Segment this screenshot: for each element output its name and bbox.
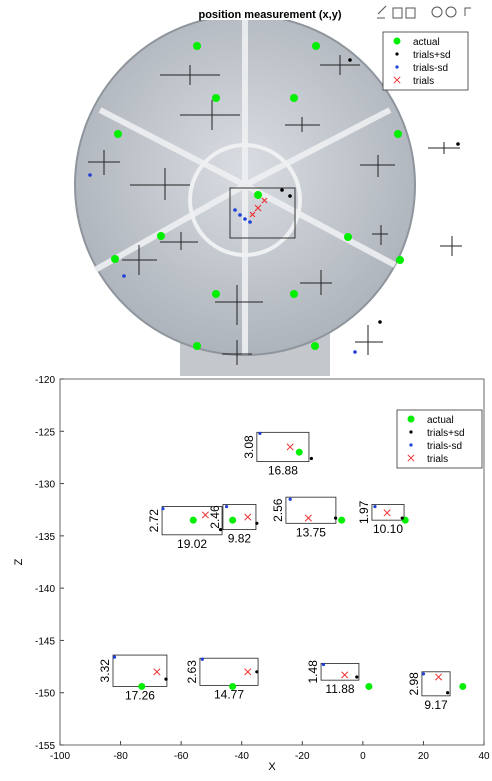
- x-axis-label: X: [268, 761, 276, 773]
- point: [334, 516, 337, 519]
- legend-marker: [409, 430, 412, 433]
- y-tick-label: -120: [35, 375, 55, 386]
- point: [138, 683, 145, 690]
- legend-label: trials: [427, 454, 448, 465]
- width-label: 9.82: [228, 532, 252, 546]
- point: [219, 528, 222, 531]
- y-axis-label: Z: [13, 558, 25, 565]
- point: [459, 683, 466, 690]
- point: [446, 691, 449, 694]
- width-label: 14.77: [214, 687, 244, 701]
- width-label: 17.26: [125, 688, 155, 702]
- point: [322, 663, 325, 666]
- point: [225, 505, 228, 508]
- y-tick-label: -135: [35, 532, 55, 543]
- width-label: 9.17: [424, 698, 448, 712]
- height-label: 1.97: [357, 500, 371, 524]
- x-tick-label: -100: [50, 751, 70, 762]
- legend-marker: [409, 443, 412, 446]
- point: [201, 658, 204, 661]
- point: [296, 449, 303, 456]
- point: [255, 670, 258, 673]
- y-tick-label: -140: [35, 584, 55, 595]
- x-tick-label: -20: [295, 751, 310, 762]
- width-label: 10.10: [373, 522, 403, 536]
- point: [161, 507, 164, 510]
- point: [164, 678, 167, 681]
- y-tick-label: -145: [35, 636, 55, 647]
- point: [255, 522, 258, 525]
- page: {"chart_data": [ {"type": "image", "titl…: [0, 0, 492, 776]
- x-tick-label: 40: [478, 751, 490, 762]
- legend-marker: [395, 52, 398, 55]
- point: [258, 432, 261, 435]
- point: [190, 517, 197, 524]
- point: [422, 672, 425, 675]
- point: [373, 505, 376, 508]
- height-label: 2.56: [271, 498, 285, 522]
- legend-label: trials-sd: [413, 63, 448, 74]
- legend-marker: [395, 65, 398, 68]
- point: [338, 517, 345, 524]
- legend-label: trials: [413, 76, 434, 87]
- height-label: 1.48: [306, 660, 320, 684]
- x-tick-label: -60: [174, 751, 189, 762]
- toolbar[interactable]: [377, 6, 471, 18]
- width-label: 16.88: [268, 464, 298, 478]
- point: [289, 498, 292, 501]
- legend-label: trials+sd: [413, 50, 451, 61]
- point: [229, 517, 236, 524]
- y-tick-label: -130: [35, 480, 55, 491]
- x-tick-label: 20: [418, 751, 430, 762]
- point: [229, 683, 236, 690]
- width-label: 19.02: [177, 537, 207, 551]
- legend-label: trials-sd: [427, 441, 462, 452]
- legend-marker: [394, 38, 401, 45]
- height-label: 2.72: [147, 509, 161, 533]
- y-tick-label: -150: [35, 689, 55, 700]
- width-label: 11.88: [325, 682, 354, 696]
- legend-label: actual: [413, 37, 440, 48]
- height-label: 2.98: [407, 672, 421, 696]
- legend-marker: [408, 416, 415, 423]
- x-tick-label: -80: [113, 751, 128, 762]
- x-tick-label: 0: [360, 751, 366, 762]
- point: [310, 457, 313, 460]
- width-label: 13.75: [296, 525, 326, 539]
- y-tick-label: -155: [35, 741, 55, 752]
- figure: position measurement (x,y) actual trials+s…: [0, 0, 492, 776]
- x-tick-label: -40: [234, 751, 249, 762]
- height-label: 3.32: [98, 659, 112, 683]
- point: [113, 656, 116, 659]
- point: [365, 683, 372, 690]
- height-label: 2.63: [185, 660, 199, 684]
- legend-label: trials+sd: [427, 428, 465, 439]
- legend-label: actual: [427, 415, 454, 426]
- height-label: 2.46: [208, 505, 222, 529]
- y-tick-label: -125: [35, 427, 55, 438]
- height-label: 3.08: [242, 435, 256, 459]
- chart-title: position measurement (x,y): [198, 9, 341, 21]
- point: [355, 675, 358, 678]
- point: [401, 516, 404, 519]
